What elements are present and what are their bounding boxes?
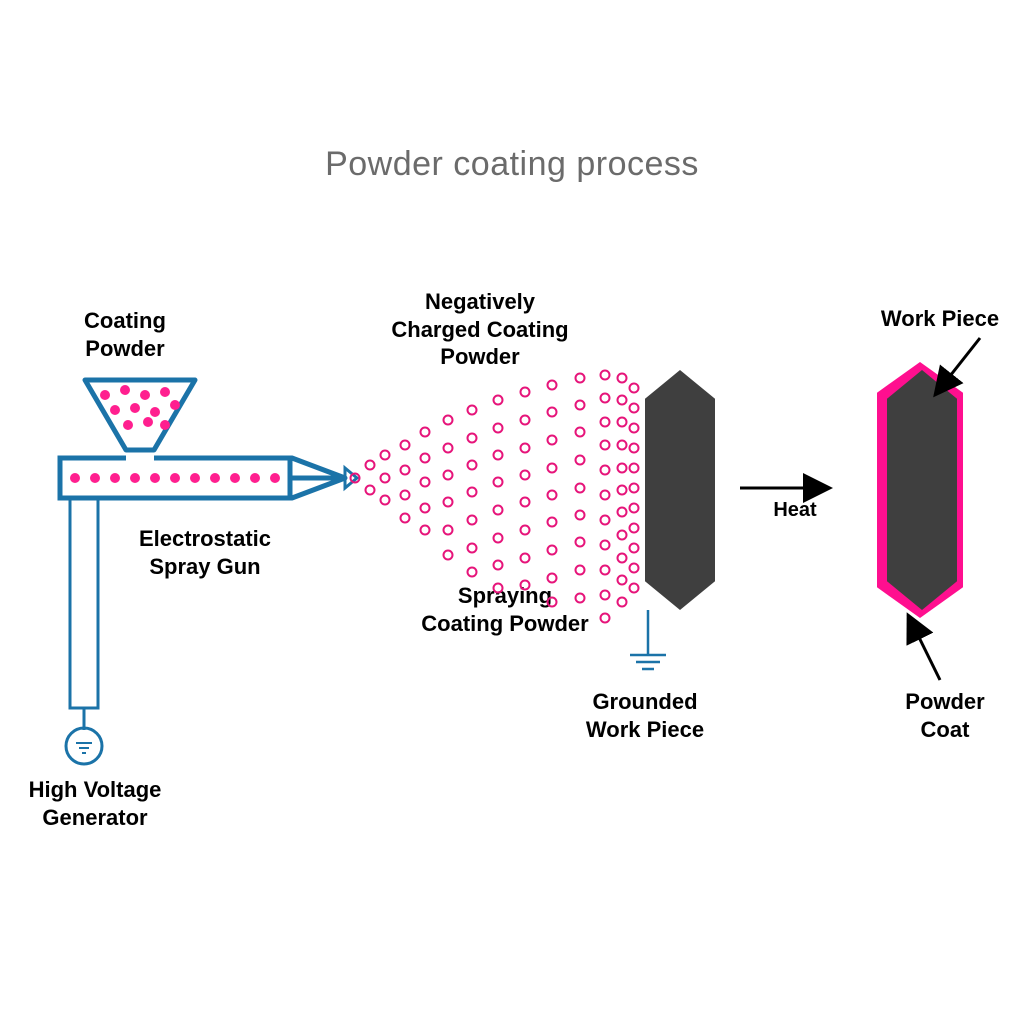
process-diagram	[0, 0, 1024, 1024]
